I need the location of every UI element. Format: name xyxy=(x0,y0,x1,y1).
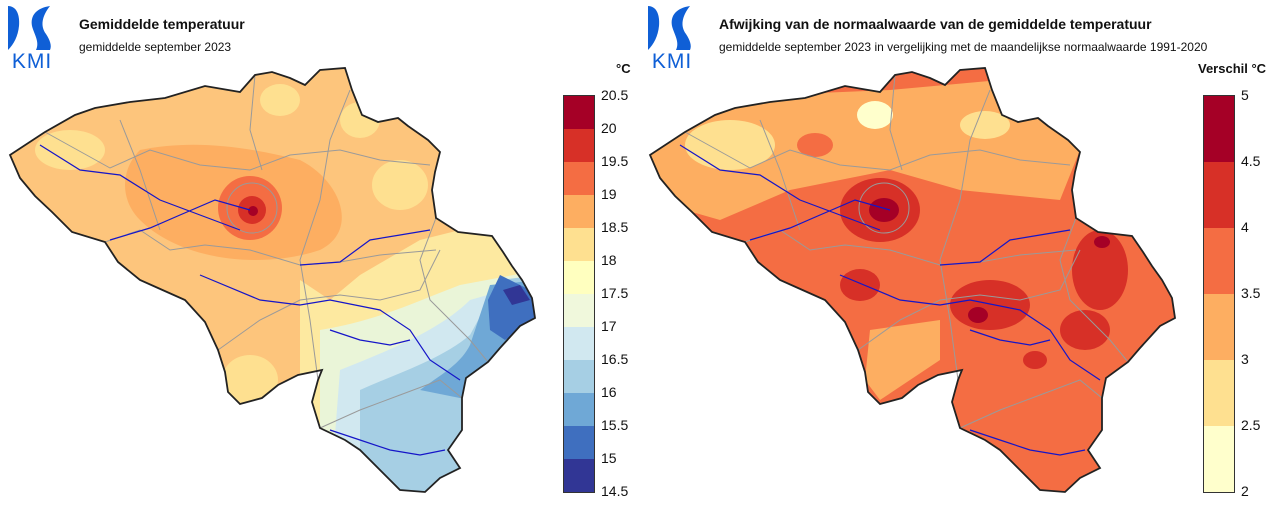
legend-swatch xyxy=(564,129,594,162)
legend-tick-label: 3 xyxy=(1241,351,1249,367)
legend-swatch xyxy=(564,393,594,426)
legend-tick-label: 20 xyxy=(601,120,617,136)
legend-tick-label: 16.5 xyxy=(601,351,629,367)
temperature-legend xyxy=(563,95,595,493)
legend-tick-label: 19.5 xyxy=(601,153,629,169)
map-title: Gemiddelde temperatuur xyxy=(79,16,245,32)
belgium-temperature-map xyxy=(9,67,536,493)
legend-tick-label: 2 xyxy=(1241,483,1249,499)
legend-unit: °C xyxy=(616,61,631,76)
legend-tick-label: 4.5 xyxy=(1241,153,1261,169)
kmi-logo: KMI xyxy=(6,4,58,73)
legend-swatch xyxy=(1204,228,1234,294)
legend-tick-label: 17.5 xyxy=(601,285,629,301)
legend-swatch xyxy=(564,426,594,459)
legend-swatch xyxy=(564,360,594,393)
legend-swatch xyxy=(564,459,594,492)
legend-tick-label: 17 xyxy=(601,318,617,334)
legend-swatch xyxy=(564,162,594,195)
map-title: Afwijking van de normaalwaarde van de ge… xyxy=(719,16,1152,32)
anomaly-legend xyxy=(1203,95,1235,493)
legend-tick-label: 2.5 xyxy=(1241,417,1261,433)
legend-swatch xyxy=(564,294,594,327)
map-subtitle: gemiddelde september 2023 xyxy=(79,40,232,54)
legend-swatch xyxy=(564,327,594,360)
legend-tick-label: 19 xyxy=(601,186,617,202)
legend-swatch xyxy=(564,195,594,228)
legend-tick-label: 15.5 xyxy=(601,417,629,433)
kmi-logo-text: KMI xyxy=(651,50,693,73)
legend-tick-label: 3.5 xyxy=(1241,285,1261,301)
legend-swatch xyxy=(1204,426,1234,492)
legend-tick-label: 4 xyxy=(1241,219,1249,235)
legend-unit: Verschil °C xyxy=(1198,61,1267,76)
legend-swatch xyxy=(1204,162,1234,228)
legend-swatch xyxy=(564,261,594,294)
temperature-anomaly-panel: KMI Afwijking van de normaalwaarde van d… xyxy=(640,0,1280,507)
legend-swatch xyxy=(564,228,594,261)
legend-tick-label: 20.5 xyxy=(601,87,629,103)
legend-tick-label: 18.5 xyxy=(601,219,629,235)
average-temperature-panel: KMI Gemiddelde temperatuur gemiddelde se… xyxy=(6,4,631,499)
legend-swatch xyxy=(1204,360,1234,426)
legend-tick-label: 15 xyxy=(601,450,617,466)
legend-swatch xyxy=(564,96,594,129)
map-subtitle: gemiddelde september 2023 in vergelijkin… xyxy=(719,40,1208,54)
legend-tick-label: 18 xyxy=(601,252,617,268)
legend-tick-label: 16 xyxy=(601,384,617,400)
legend-swatch xyxy=(1204,96,1234,162)
legend-tick-label: 14.5 xyxy=(601,483,629,499)
kmi-logo-text: KMI xyxy=(11,50,53,73)
legend-tick-label: 5 xyxy=(1241,87,1249,103)
belgium-anomaly-map xyxy=(649,67,1176,493)
legend-swatch xyxy=(1204,294,1234,360)
kmi-logo: KMI xyxy=(646,4,698,73)
